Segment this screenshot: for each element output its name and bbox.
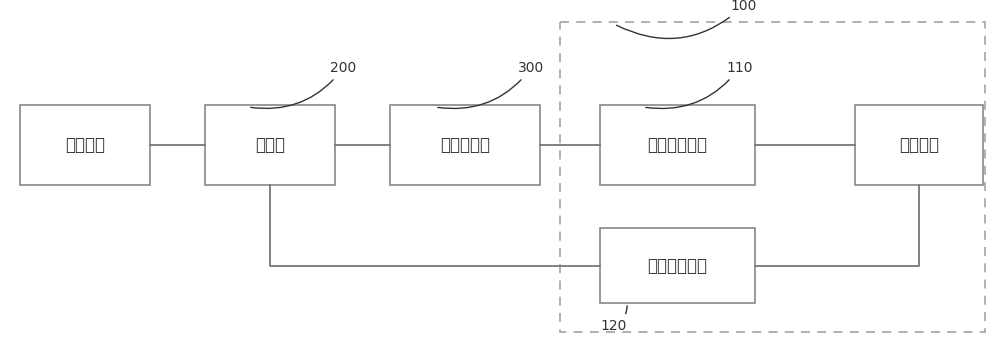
Text: 第二控制模块: 第二控制模块: [648, 257, 708, 274]
Bar: [560, 22, 985, 332]
Text: 120: 120: [600, 306, 627, 333]
Text: 第一控制模块: 第一控制模块: [648, 136, 708, 154]
Text: 第一电源: 第一电源: [899, 136, 939, 154]
Bar: [20, 105, 150, 185]
Bar: [390, 105, 540, 185]
Bar: [600, 105, 755, 185]
Text: 被测压缩机: 被测压缩机: [440, 136, 490, 154]
Text: 第二电源: 第二电源: [65, 136, 105, 154]
Bar: [600, 228, 755, 303]
Bar: [205, 105, 335, 185]
Text: 变频器: 变频器: [255, 136, 285, 154]
Text: 110: 110: [646, 61, 753, 108]
Text: 100: 100: [616, 0, 756, 39]
Text: 200: 200: [251, 61, 356, 108]
Bar: [855, 105, 983, 185]
Text: 300: 300: [438, 61, 544, 108]
